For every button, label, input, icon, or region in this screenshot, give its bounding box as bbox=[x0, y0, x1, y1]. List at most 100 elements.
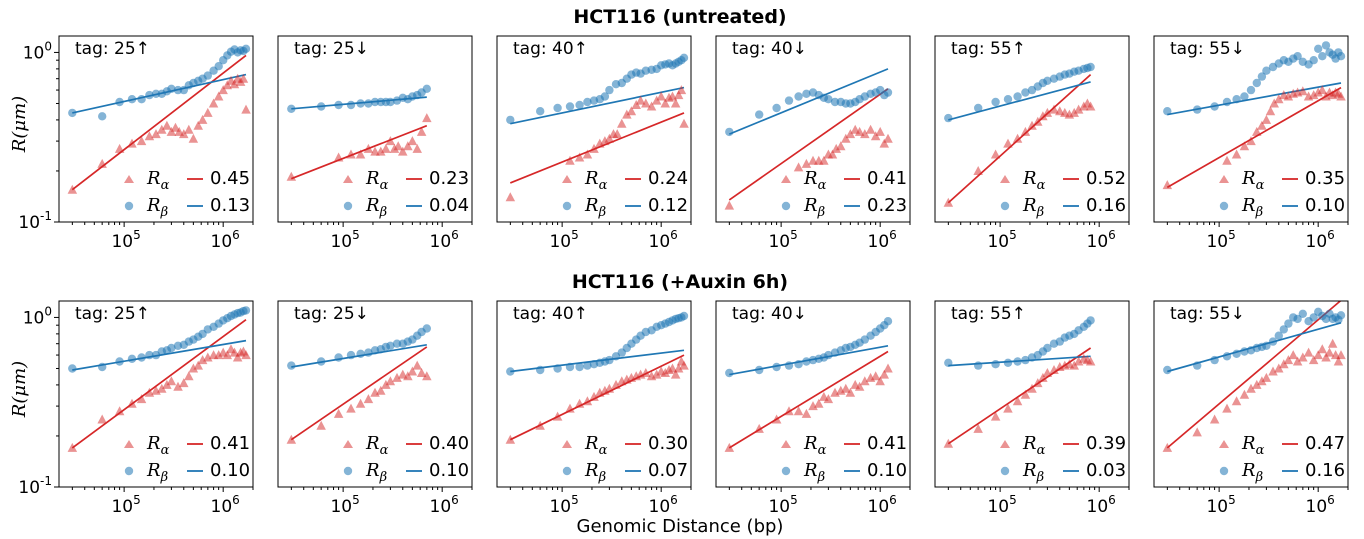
beta-point bbox=[1268, 337, 1278, 346]
alpha-point bbox=[1209, 414, 1220, 424]
alpha-point bbox=[679, 118, 689, 128]
alpha-point bbox=[1265, 106, 1276, 116]
alpha-point bbox=[1261, 372, 1272, 382]
legend-alpha-label: Rα bbox=[1241, 433, 1265, 458]
alpha-point bbox=[1283, 355, 1294, 365]
beta-point bbox=[944, 358, 953, 367]
alpha-fit-line bbox=[290, 124, 428, 180]
alpha-point bbox=[1239, 141, 1250, 151]
panel-tag-label: tag: 40↓ bbox=[732, 304, 807, 324]
alpha-point bbox=[1313, 350, 1323, 360]
alpha-point bbox=[854, 381, 865, 391]
legend-alpha-marker bbox=[1219, 440, 1229, 448]
beta-point bbox=[583, 361, 592, 370]
x-tick-label: 106 bbox=[649, 228, 678, 252]
alpha-point bbox=[823, 394, 834, 404]
alpha-point bbox=[667, 363, 678, 373]
beta-point bbox=[1003, 358, 1013, 367]
beta-point bbox=[1003, 95, 1013, 104]
alpha-point bbox=[170, 122, 181, 132]
legend-beta-label: Rβ bbox=[146, 460, 168, 485]
alpha-point bbox=[883, 133, 893, 143]
panel-tag-label: tag: 25↓ bbox=[294, 39, 369, 59]
beta-point bbox=[784, 96, 794, 105]
beta-point bbox=[422, 84, 431, 94]
panel-untreated-2: 105 106 tag: 25↓ Rα 0.23 Rβ 0.04 bbox=[277, 35, 473, 252]
beta-point bbox=[364, 348, 373, 357]
panel-frame bbox=[934, 300, 1130, 488]
alpha-point bbox=[646, 101, 657, 111]
legend-alpha-label: Rα bbox=[584, 433, 608, 458]
legend-beta-label: Rβ bbox=[584, 195, 606, 220]
alpha-point bbox=[1027, 120, 1037, 130]
alpha-point bbox=[1321, 352, 1331, 362]
alpha-point bbox=[771, 414, 782, 424]
alpha-point bbox=[1073, 356, 1084, 366]
beta-point bbox=[1013, 92, 1022, 101]
alpha-point bbox=[535, 420, 545, 430]
alpha-point bbox=[203, 107, 213, 117]
x-tick-label: 105 bbox=[549, 493, 578, 517]
alpha-point bbox=[422, 113, 432, 123]
alpha-point bbox=[407, 366, 418, 376]
beta-point bbox=[583, 97, 592, 107]
alpha-point bbox=[385, 136, 396, 146]
panel-untreated-1: 105 106 10-1 100 tag: 25↑ Rα 0.45 Rβ 0.13 bbox=[18, 35, 254, 252]
legend-slope-value: 0.03 bbox=[1086, 460, 1126, 481]
alpha-fit-line bbox=[728, 88, 889, 201]
x-tick-label: 106 bbox=[868, 228, 897, 252]
alpha-point bbox=[879, 138, 889, 148]
alpha-point bbox=[612, 129, 622, 139]
alpha-point bbox=[162, 120, 172, 130]
alpha-point bbox=[1222, 155, 1232, 165]
alpha-point bbox=[626, 106, 637, 116]
panel-frame bbox=[277, 300, 473, 488]
legend-beta-label: Rβ bbox=[803, 195, 825, 220]
beta-point bbox=[802, 89, 811, 99]
alpha-point bbox=[241, 350, 251, 360]
alpha-point bbox=[1324, 347, 1335, 357]
alpha-point bbox=[724, 200, 735, 210]
panel-frame bbox=[934, 35, 1130, 223]
beta-point bbox=[1246, 85, 1256, 95]
alpha-point bbox=[162, 379, 172, 389]
beta-point bbox=[1232, 349, 1241, 358]
alpha-point bbox=[841, 383, 851, 393]
alpha-point bbox=[412, 360, 422, 370]
alpha-point bbox=[127, 398, 137, 408]
x-tick-label: 106 bbox=[868, 493, 897, 517]
panel-untreated-4: 105 106 tag: 40↓ Rα 0.41 Rβ 0.23 bbox=[715, 35, 911, 252]
beta-point bbox=[1252, 78, 1262, 88]
legend-slope-value: 0.35 bbox=[1305, 168, 1345, 189]
alpha-point bbox=[1308, 90, 1319, 100]
beta-point bbox=[506, 367, 515, 376]
legend-beta-label: Rβ bbox=[584, 460, 606, 485]
alpha-point bbox=[883, 363, 893, 373]
panel-tag-label: tag: 25↑ bbox=[75, 304, 150, 324]
alpha-point bbox=[1012, 133, 1023, 143]
panel-frame bbox=[58, 300, 254, 488]
alpha-fit-line bbox=[1166, 86, 1342, 189]
alpha-point bbox=[1257, 376, 1267, 386]
beta-point bbox=[137, 353, 146, 362]
beta-point bbox=[1257, 72, 1267, 81]
y-axis-label-bottom: R(μm) bbox=[9, 361, 30, 418]
alpha-point bbox=[622, 109, 632, 119]
alpha-point bbox=[1162, 442, 1173, 452]
legend-slope-value: 0.10 bbox=[210, 460, 250, 481]
beta-point bbox=[725, 127, 734, 137]
alpha-point bbox=[363, 394, 374, 404]
legend-beta-label: Rβ bbox=[1022, 460, 1044, 485]
alpha-point bbox=[1274, 363, 1284, 373]
alpha-point bbox=[1288, 350, 1298, 360]
alpha-point bbox=[860, 376, 870, 386]
beta-point bbox=[784, 361, 794, 370]
beta-point bbox=[679, 311, 689, 321]
beta-point bbox=[1021, 88, 1030, 97]
panel-auxin-4: 105 106 tag: 40↓ Rα 0.41 Rβ 0.10 bbox=[715, 300, 911, 517]
beta-point bbox=[115, 357, 124, 366]
beta-point bbox=[1232, 95, 1241, 104]
alpha-point bbox=[505, 192, 516, 202]
x-tick-label: 105 bbox=[768, 228, 797, 252]
panel-auxin-2: 105 106 tag: 25↓ Rα 0.40 Rβ 0.10 bbox=[277, 300, 473, 517]
